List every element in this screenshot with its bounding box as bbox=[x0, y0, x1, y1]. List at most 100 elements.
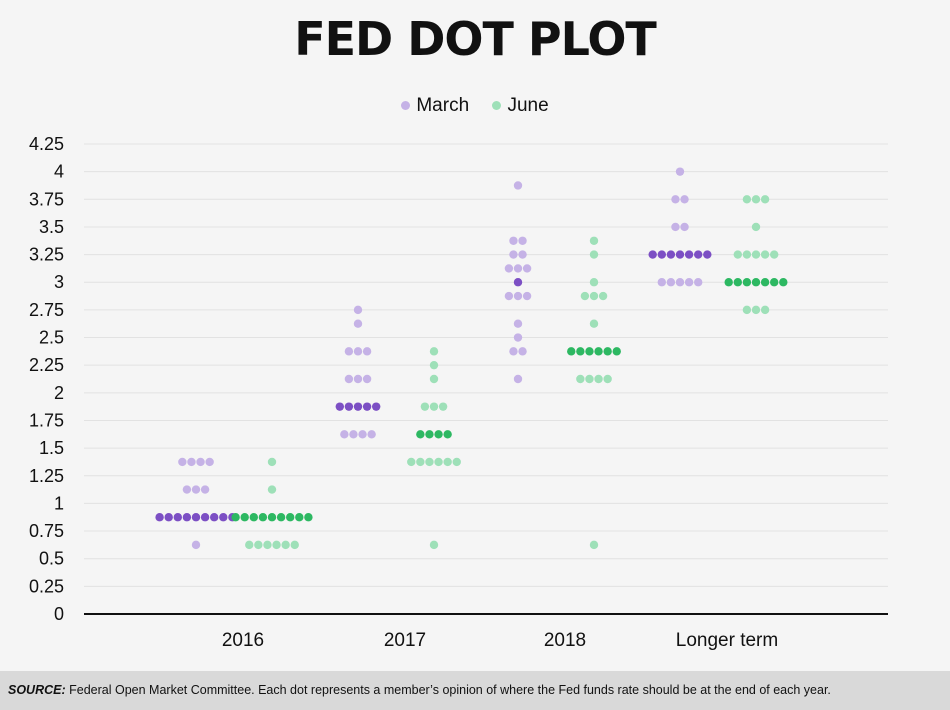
x-category-label: 2016 bbox=[222, 630, 264, 651]
x-category-label: Longer term bbox=[676, 630, 778, 651]
june-dot bbox=[589, 540, 599, 550]
march-dot bbox=[219, 513, 228, 522]
june-dot bbox=[267, 485, 277, 494]
june-dot bbox=[452, 457, 461, 467]
march-dot bbox=[504, 291, 514, 301]
march-dot bbox=[680, 222, 689, 232]
june-dot bbox=[733, 250, 742, 259]
march-dot bbox=[187, 457, 196, 467]
march-dot bbox=[509, 250, 518, 259]
march-dot bbox=[353, 347, 363, 356]
june-dot bbox=[425, 457, 434, 467]
march-dot bbox=[513, 374, 523, 384]
march-dot bbox=[513, 291, 523, 301]
june-dot bbox=[760, 278, 770, 287]
june-dot bbox=[240, 513, 249, 522]
march-dot bbox=[196, 457, 205, 467]
june-dot bbox=[742, 278, 752, 287]
march-dot bbox=[344, 347, 354, 356]
june-dot bbox=[751, 250, 761, 259]
y-axis: 0 0.25 0.5 0.75 1 1.25 1.5 1.75 2 2.25 2.5 2.75 3 3.2… bbox=[29, 134, 64, 624]
march-dot bbox=[358, 430, 367, 439]
x-axis-labels: 2016 2017 2018 Longer term bbox=[222, 630, 778, 651]
june-dot bbox=[594, 347, 603, 356]
chart-title: FED DOT PLOT bbox=[294, 12, 657, 66]
march-dot bbox=[666, 278, 676, 287]
june-dot bbox=[589, 319, 599, 328]
march-dot bbox=[680, 195, 689, 204]
june-dot bbox=[576, 374, 585, 384]
march-dot bbox=[353, 402, 363, 411]
june-dot bbox=[416, 430, 425, 439]
y-tick-label: 3 bbox=[54, 272, 64, 292]
june-dot bbox=[263, 540, 272, 550]
source-label: SOURCE: bbox=[8, 683, 66, 697]
dot-plot-chart: 0 0.25 0.5 0.75 1 1.25 1.5 1.75 2 2.25 2.5 2.75 3 3.2… bbox=[29, 134, 888, 651]
march-dot bbox=[518, 347, 527, 356]
y-tick-label: 1.75 bbox=[29, 410, 64, 430]
june-dot bbox=[429, 540, 439, 550]
june-dot bbox=[598, 291, 608, 301]
y-tick-label: 4.25 bbox=[29, 134, 64, 154]
june-dot bbox=[254, 540, 263, 550]
y-tick-label: 2 bbox=[54, 383, 64, 403]
june-dot bbox=[281, 540, 290, 550]
june-dot bbox=[724, 278, 733, 287]
march-dot bbox=[182, 485, 192, 494]
june-dot bbox=[742, 305, 752, 315]
june-dot bbox=[742, 195, 752, 204]
march-dot bbox=[648, 250, 657, 259]
march-dot bbox=[513, 333, 523, 342]
march-dot bbox=[349, 430, 358, 439]
legend-item-march: March bbox=[401, 95, 469, 117]
march-dot bbox=[518, 250, 527, 259]
march-dot bbox=[694, 250, 703, 259]
march-dot bbox=[509, 347, 518, 356]
june-dot bbox=[760, 195, 770, 204]
march-dot bbox=[666, 250, 676, 259]
june-dot bbox=[589, 250, 599, 259]
legend-dot-march bbox=[401, 101, 411, 110]
march-dot bbox=[362, 402, 372, 411]
march-dot bbox=[675, 278, 685, 287]
source-footer: SOURCE: Federal Open Market Committee. E… bbox=[0, 671, 950, 710]
y-tick-label: 3.75 bbox=[29, 189, 64, 209]
march-dot bbox=[164, 513, 173, 522]
june-dot bbox=[576, 347, 585, 356]
june-dot bbox=[751, 195, 761, 204]
june-dot bbox=[585, 347, 594, 356]
y-tick-label: 2.5 bbox=[39, 328, 64, 348]
march-dot bbox=[509, 236, 518, 245]
june-dot bbox=[258, 513, 268, 522]
march-dot bbox=[367, 430, 376, 439]
march-dot bbox=[513, 278, 523, 287]
june-dot bbox=[733, 278, 742, 287]
y-tick-label: 0.75 bbox=[29, 521, 64, 541]
june-dot bbox=[249, 513, 258, 522]
march-dot bbox=[372, 402, 381, 411]
march-dot bbox=[657, 250, 666, 259]
june-dot bbox=[420, 402, 430, 411]
june-dot bbox=[429, 347, 439, 356]
y-tick-label: 3.5 bbox=[39, 217, 64, 237]
march-dot bbox=[344, 374, 354, 384]
y-tick-label: 4 bbox=[54, 162, 64, 182]
march-dot bbox=[657, 278, 666, 287]
march-dot bbox=[522, 291, 532, 301]
march-dot bbox=[200, 513, 210, 522]
june-dot bbox=[751, 222, 761, 232]
march-dot bbox=[173, 513, 182, 522]
march-dot bbox=[504, 264, 514, 273]
june-dot bbox=[567, 347, 576, 356]
june-dot bbox=[407, 457, 416, 467]
june-dot bbox=[580, 291, 590, 301]
x-category-label: 2018 bbox=[544, 630, 586, 651]
y-tick-label: 1 bbox=[54, 493, 64, 513]
march-dot bbox=[191, 485, 201, 494]
y-tick-label: 1.25 bbox=[29, 466, 64, 486]
march-dot bbox=[205, 457, 214, 467]
march-dot bbox=[335, 402, 344, 411]
june-dot bbox=[286, 513, 295, 522]
june-dot bbox=[434, 457, 443, 467]
march-dot bbox=[675, 250, 685, 259]
